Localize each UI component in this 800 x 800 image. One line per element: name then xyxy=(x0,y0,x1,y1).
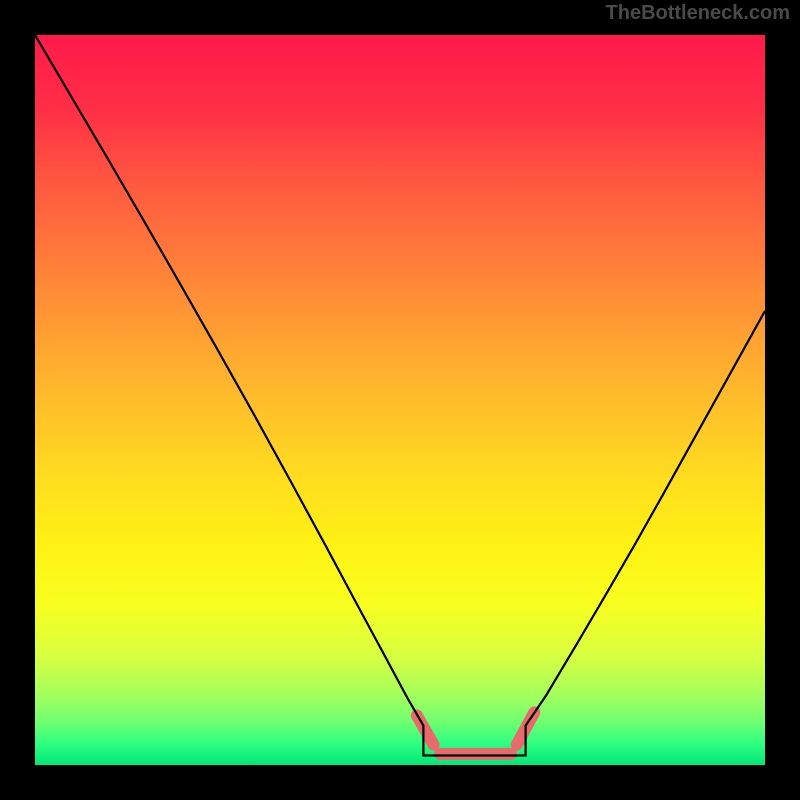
plot-area xyxy=(35,35,765,765)
chart-container: TheBottleneck.com xyxy=(0,0,800,800)
curve-layer xyxy=(35,35,765,765)
highlight-band xyxy=(417,712,535,754)
bottleneck-curve xyxy=(35,35,765,756)
watermark-text: TheBottleneck.com xyxy=(606,2,790,25)
